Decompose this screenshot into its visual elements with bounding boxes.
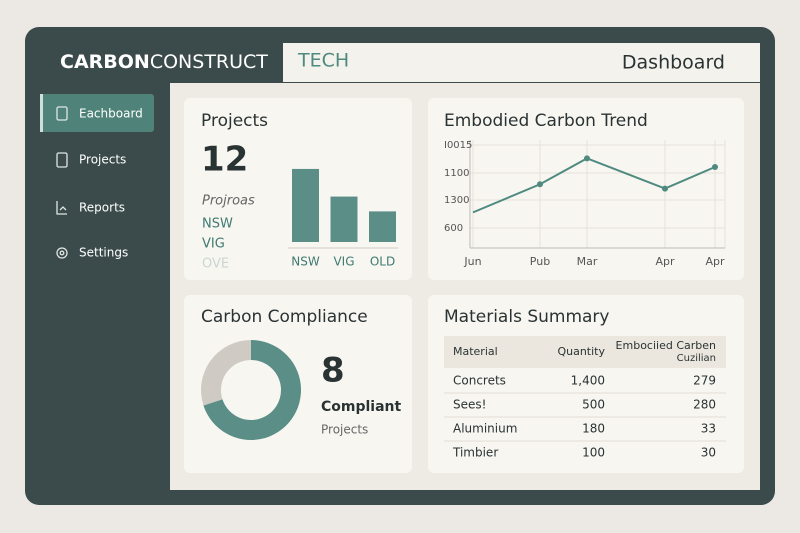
card-title: Projects (201, 111, 268, 131)
x-tick-label: Pub (530, 255, 550, 268)
cell: Timbier (452, 446, 498, 460)
cell: 279 (693, 374, 716, 388)
cell: 280 (693, 398, 716, 412)
nav-active-bar (40, 94, 43, 132)
cell: 33 (701, 422, 716, 436)
x-tick-label: Jun (463, 255, 481, 268)
card-title: Materials Summary (444, 307, 609, 327)
point (584, 155, 590, 162)
nav-item[interactable]: Projects (79, 153, 126, 167)
x-tick-label: Apr (655, 255, 675, 268)
card-title: Embodied Carbon Trend (444, 111, 648, 131)
cell: Aluminium (453, 422, 517, 436)
nav-icons (56, 106, 68, 259)
region: NSW (202, 217, 233, 232)
donut-slice (201, 340, 251, 406)
card-subtitle: Projroas (202, 194, 255, 209)
y-label: 1300 (444, 195, 469, 206)
cell: 180 (582, 422, 605, 436)
point (537, 181, 543, 188)
column-header: Embociied Carben (616, 339, 716, 352)
point (712, 164, 718, 170)
x-tick-label: NSW (291, 255, 320, 269)
table-header (444, 336, 726, 368)
page-title: Dashboard (622, 52, 725, 74)
column-header: Material (453, 345, 498, 358)
bar (330, 196, 358, 242)
x-tick-label: OLD (370, 255, 395, 269)
cell: 500 (582, 398, 605, 412)
point (662, 185, 668, 192)
nav-item[interactable]: Eachboard (79, 107, 143, 121)
compliant-sublabel: Projects (321, 423, 368, 437)
x-tick-label: Apr (705, 255, 725, 268)
y-label: 600 (444, 223, 463, 234)
region: OVE (202, 257, 229, 272)
brand: CARBONCONSTRUCT (60, 51, 268, 73)
nav-item[interactable]: Settings (79, 246, 128, 260)
donut-slice (203, 340, 301, 440)
card-title: Carbon Compliance (201, 307, 368, 327)
cell: 1,400 (571, 374, 605, 388)
cell: Sees! (453, 398, 486, 412)
nav-item[interactable]: Reports (79, 201, 125, 215)
cell: Concrets (453, 374, 506, 388)
cell: 30 (701, 446, 716, 460)
brand-bold: CARBON (60, 51, 150, 73)
nav-active (40, 94, 154, 132)
y-label: I0015 (444, 140, 472, 151)
header-bar (283, 43, 760, 82)
brand-light: CONSTRUCT (150, 51, 268, 73)
cell: 100 (582, 446, 605, 460)
compliant-label: Compliant (321, 399, 402, 415)
x-tick-label: VIG (333, 255, 354, 269)
x-tick-label: Mar (577, 255, 598, 268)
project-count: 12 (201, 140, 248, 180)
region: VIG (202, 237, 225, 252)
compliant-count: 8 (321, 351, 345, 391)
column-header: Quantity (557, 345, 605, 358)
bar (369, 211, 396, 242)
y-label: 1100 (444, 168, 469, 179)
bar (292, 168, 319, 242)
column-header: Cuzilian (677, 353, 716, 364)
brand-suffix: TECH (297, 50, 349, 72)
